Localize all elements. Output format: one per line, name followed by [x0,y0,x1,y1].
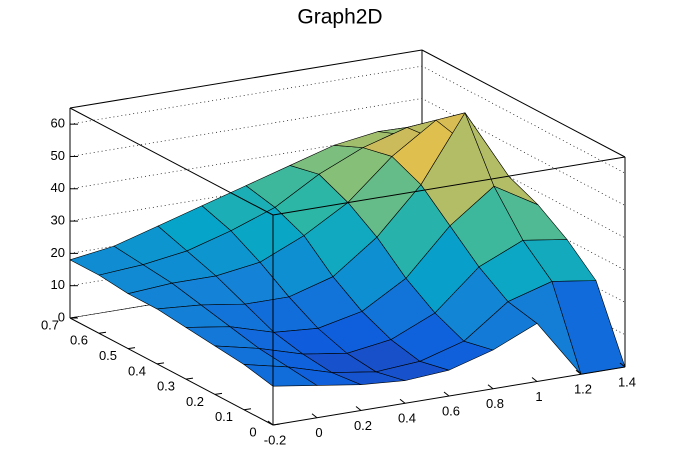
x-tick-label: -0.2 [264,432,286,447]
x-tick [619,362,626,368]
x-tick-label: 0.6 [442,403,460,418]
y-tick-label: 0.6 [70,333,88,348]
x-tick [531,377,538,382]
y-tick-label: 0.7 [41,317,59,332]
x-tick [267,420,274,426]
x-tick-label: 1.4 [618,374,636,389]
y-tick-label: 0.3 [157,379,175,394]
y-tick-label: 0.2 [186,394,204,409]
x-tick-label: 1.2 [574,382,592,397]
z-tick-label: 20 [51,245,65,260]
y-tick [98,331,107,334]
box-edge [421,49,626,158]
x-tick [487,384,494,390]
z-tick-label: 10 [51,277,65,292]
x-tick-label: 0.8 [486,396,504,411]
x-tick-label: 0.4 [398,411,416,426]
z-tick-label: 50 [51,148,65,163]
z-tick-label: 0 [58,309,65,324]
z-tick-label: 60 [51,116,65,131]
grid-line [69,98,626,206]
box-edge [272,156,626,216]
box-edge [69,107,274,216]
y-tick-label: 0.4 [128,363,146,378]
x-tick [575,369,582,375]
y-tick [214,392,223,395]
y-axis [69,317,274,426]
y-tick [243,408,252,411]
x-tick [443,391,450,397]
y-tick-label: 0 [249,424,256,439]
y-tick [69,316,78,319]
x-tick-label: 0 [315,425,322,440]
z-tick-label: 40 [51,180,65,195]
y-tick [185,377,194,380]
box-edge [69,49,423,109]
chart-title: Graph2D [297,6,382,29]
y-tick [272,423,281,426]
y-tick [127,347,136,350]
grid-line [69,65,626,174]
z-tick-label: 30 [51,213,65,228]
y-tick [156,362,165,365]
x-tick [355,406,362,411]
x-tick-label: 0.2 [354,418,372,433]
x-tick [399,398,406,404]
x-tick-label: 1 [535,389,542,404]
y-tick-label: 0.1 [215,409,233,424]
x-tick [311,413,318,419]
y-tick-label: 0.5 [99,348,117,363]
